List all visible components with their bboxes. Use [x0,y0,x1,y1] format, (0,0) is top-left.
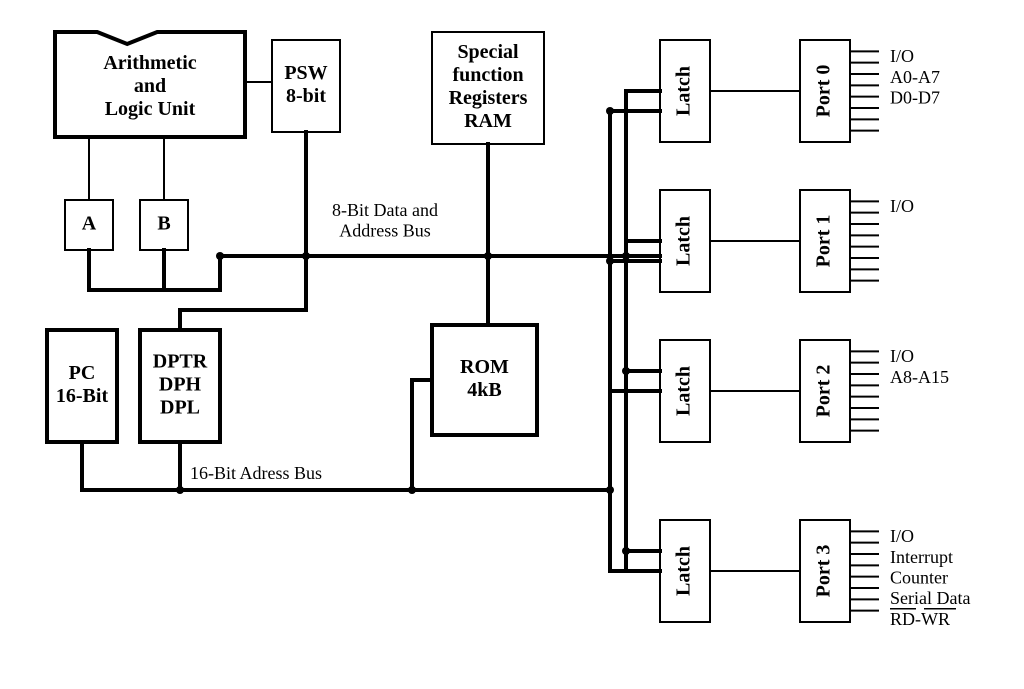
svg-text:8-Bit Data and: 8-Bit Data and [332,200,438,220]
svg-text:A8-A15: A8-A15 [890,367,949,387]
svg-text:Registers: Registers [449,87,528,109]
svg-text:and: and [134,75,166,97]
svg-text:Counter: Counter [890,568,948,588]
svg-text:DPL: DPL [160,397,200,419]
svg-text:Port 2: Port 2 [813,365,835,418]
svg-text:Serial Data: Serial Data [890,588,970,608]
svg-text:Port 3: Port 3 [813,545,835,598]
svg-text:I/O: I/O [890,46,914,66]
svg-text:function: function [452,64,523,86]
svg-text:Port 0: Port 0 [813,65,835,118]
svg-text:I/O: I/O [890,346,914,366]
svg-text:Arithmetic: Arithmetic [103,52,196,74]
svg-text:DPTR: DPTR [153,351,208,373]
architecture-diagram: ArithmeticandLogic Unit PSW8-bit Specialfu… [0,0,1024,689]
svg-text:Latch: Latch [673,546,695,596]
svg-text:8-bit: 8-bit [286,85,326,107]
svg-text:Latch: Latch [673,66,695,116]
svg-text:D0-D7: D0-D7 [890,88,940,108]
svg-text:Logic Unit: Logic Unit [105,98,196,120]
svg-text:I/O: I/O [890,526,914,546]
svg-text:RAM: RAM [464,110,512,132]
svg-text:Latch: Latch [673,216,695,266]
svg-text:ROM: ROM [460,356,509,378]
svg-text:Interrupt: Interrupt [890,547,953,567]
svg-text:A: A [82,213,97,235]
svg-text:DPH: DPH [159,374,202,396]
svg-text:Address Bus: Address Bus [339,220,431,240]
svg-text:Port 1: Port 1 [813,215,835,268]
svg-text:16-Bit: 16-Bit [56,385,109,407]
svg-text:4kB: 4kB [467,379,501,401]
svg-text:PC: PC [69,362,96,384]
svg-text:PSW: PSW [284,62,327,84]
svg-text:Latch: Latch [673,366,695,416]
svg-text:B: B [157,213,170,235]
svg-text:A0-A7: A0-A7 [890,67,940,87]
svg-text:I/O: I/O [890,196,914,216]
svg-text:16-Bit Adress Bus: 16-Bit Adress Bus [190,463,322,483]
svg-text:RD-WR: RD-WR [890,609,950,629]
svg-text:Special: Special [457,41,519,63]
